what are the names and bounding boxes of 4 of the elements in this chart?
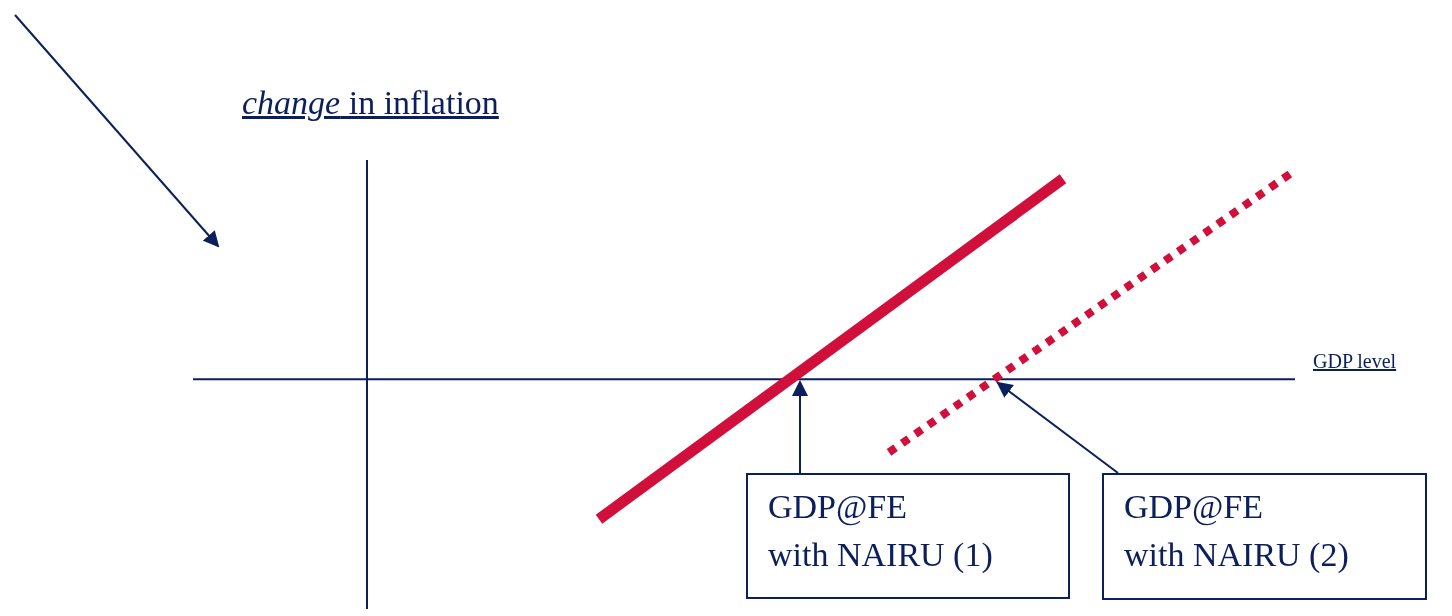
y-axis-title: change in inflation bbox=[242, 84, 499, 122]
x-axis-title: GDP level bbox=[1313, 350, 1397, 373]
annotation: GDP@FE with NAIRU (2) bbox=[1102, 473, 1427, 600]
annotation: GDP@FE with NAIRU (1) bbox=[746, 473, 1070, 599]
